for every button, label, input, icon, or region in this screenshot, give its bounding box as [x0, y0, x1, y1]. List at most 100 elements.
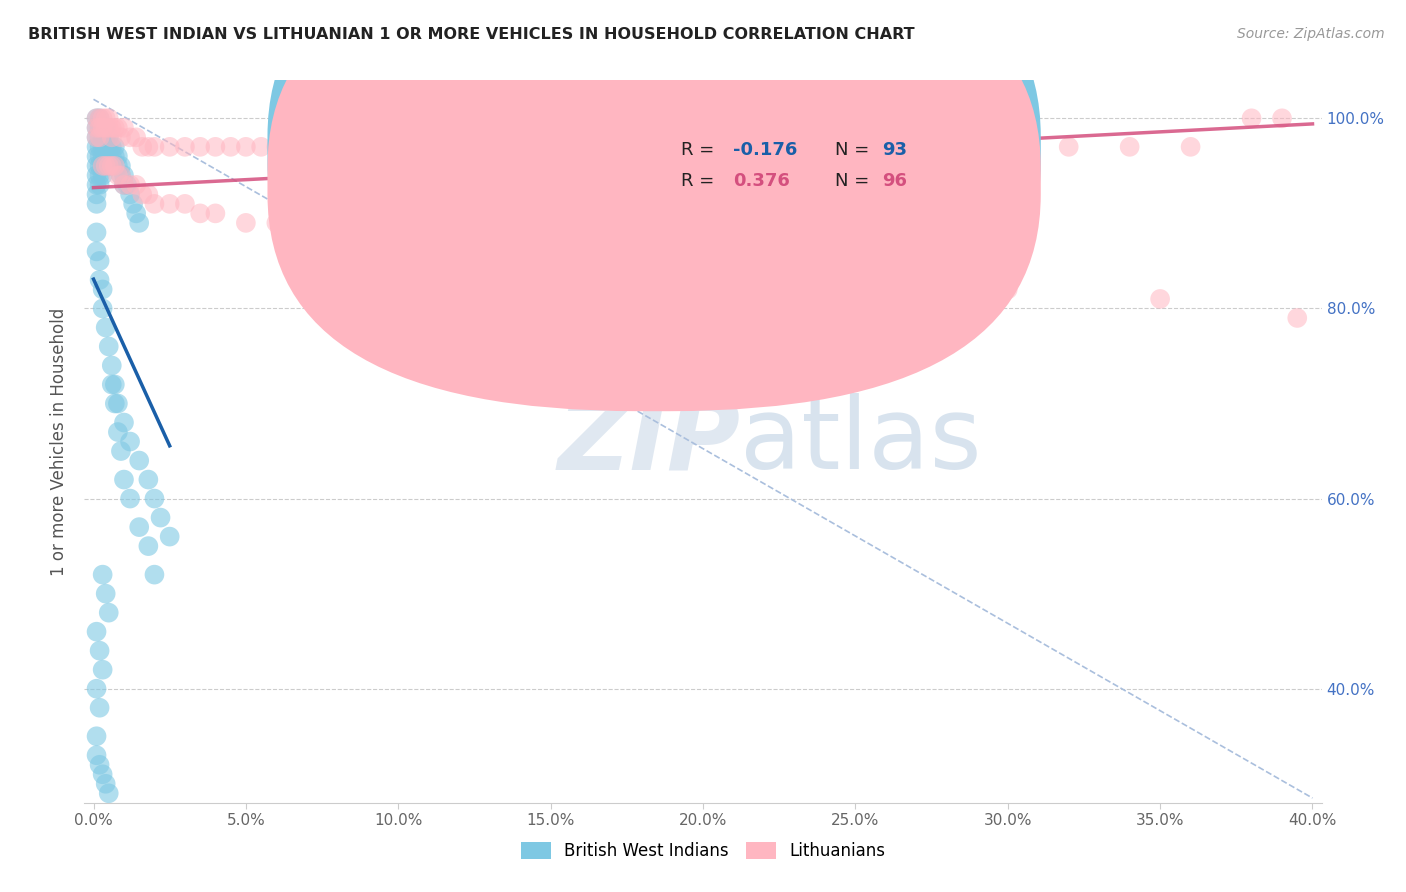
- Point: [94, 120, 117, 135]
- Point: [89, 112, 111, 126]
- Point: [91, 120, 114, 135]
- Point: [326, 140, 349, 154]
- Point: [149, 510, 172, 524]
- Point: [89, 112, 111, 126]
- Point: [91, 140, 114, 154]
- Point: [1271, 112, 1294, 126]
- Point: [91, 120, 114, 135]
- Point: [250, 140, 273, 154]
- Point: [110, 169, 132, 183]
- Point: [418, 140, 440, 154]
- Point: [1240, 112, 1263, 126]
- Point: [91, 159, 114, 173]
- Point: [125, 130, 148, 145]
- Point: [783, 140, 806, 154]
- Point: [86, 244, 108, 259]
- Point: [86, 120, 108, 135]
- Text: 93: 93: [883, 141, 907, 159]
- Point: [101, 149, 124, 163]
- Point: [112, 178, 135, 192]
- Point: [1149, 292, 1171, 306]
- Point: [94, 777, 117, 791]
- Point: [661, 140, 683, 154]
- Point: [86, 226, 108, 240]
- Point: [844, 140, 866, 154]
- Point: [86, 748, 108, 763]
- Point: [122, 197, 145, 211]
- Point: [91, 159, 114, 173]
- Point: [875, 273, 897, 287]
- Point: [143, 567, 166, 582]
- Point: [188, 140, 211, 154]
- Point: [91, 130, 114, 145]
- Point: [600, 140, 623, 154]
- Point: [104, 396, 127, 410]
- Point: [86, 178, 108, 192]
- Point: [692, 254, 714, 268]
- Point: [104, 120, 127, 135]
- Point: [120, 491, 142, 506]
- Point: [357, 226, 380, 240]
- Point: [387, 140, 409, 154]
- Point: [295, 216, 318, 230]
- Point: [91, 112, 114, 126]
- Point: [86, 197, 108, 211]
- Point: [112, 473, 135, 487]
- Point: [631, 140, 654, 154]
- Point: [112, 120, 135, 135]
- Point: [159, 530, 181, 544]
- Point: [125, 206, 148, 220]
- Point: [89, 254, 111, 268]
- Point: [89, 140, 111, 154]
- Point: [89, 120, 111, 135]
- Point: [174, 140, 197, 154]
- Point: [387, 235, 409, 249]
- Point: [204, 206, 226, 220]
- Point: [97, 606, 120, 620]
- Text: R =: R =: [681, 141, 720, 159]
- Point: [569, 244, 592, 259]
- Point: [101, 130, 124, 145]
- Point: [128, 453, 150, 467]
- Point: [107, 169, 129, 183]
- Point: [235, 216, 257, 230]
- Point: [94, 587, 117, 601]
- Point: [89, 130, 111, 145]
- Point: [159, 140, 181, 154]
- Point: [89, 130, 111, 145]
- Point: [509, 244, 531, 259]
- Point: [89, 757, 111, 772]
- Point: [138, 473, 160, 487]
- Point: [91, 282, 114, 296]
- Point: [86, 169, 108, 183]
- Point: [131, 187, 153, 202]
- Point: [94, 120, 117, 135]
- Point: [97, 159, 120, 173]
- Point: [266, 216, 288, 230]
- Point: [1286, 310, 1309, 325]
- Point: [449, 140, 471, 154]
- Y-axis label: 1 or more Vehicles in Household: 1 or more Vehicles in Household: [51, 308, 69, 575]
- Point: [120, 434, 142, 449]
- Point: [94, 159, 117, 173]
- Point: [204, 140, 226, 154]
- Point: [91, 767, 114, 781]
- Point: [188, 206, 211, 220]
- Point: [1118, 140, 1140, 154]
- Point: [120, 178, 142, 192]
- Legend: British West Indians, Lithuanians: British West Indians, Lithuanians: [515, 835, 891, 867]
- Point: [120, 130, 142, 145]
- Point: [107, 159, 129, 173]
- Point: [97, 112, 120, 126]
- Point: [125, 178, 148, 192]
- Point: [935, 140, 957, 154]
- Point: [110, 444, 132, 458]
- Point: [1180, 140, 1202, 154]
- Point: [89, 120, 111, 135]
- Point: [94, 159, 117, 173]
- Text: 0.376: 0.376: [733, 172, 790, 190]
- Point: [89, 643, 111, 657]
- Point: [89, 149, 111, 163]
- Point: [143, 491, 166, 506]
- Point: [89, 159, 111, 173]
